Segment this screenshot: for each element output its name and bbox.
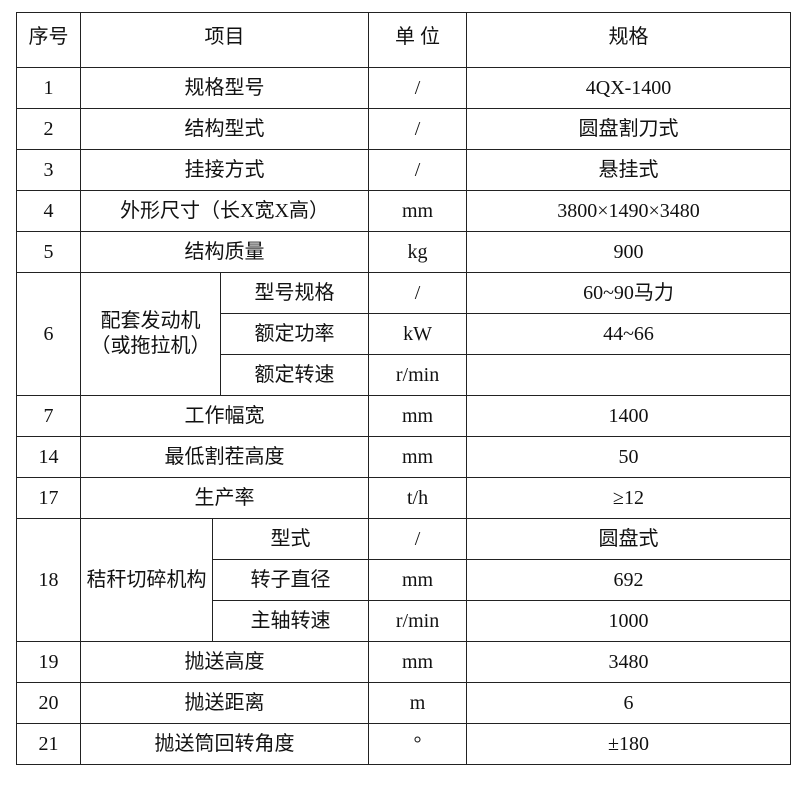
row-spec: 圆盘割刀式 <box>466 108 792 150</box>
row-unit: mm <box>368 436 468 478</box>
row-unit: t/h <box>368 477 468 519</box>
table-row: 1 规格型号/4QX-1400 <box>16 67 792 109</box>
row-unit: kW <box>368 313 468 355</box>
row-no: 7 <box>16 395 81 437</box>
row-no: 4 <box>16 190 81 232</box>
row-no: 20 <box>16 682 81 724</box>
table-row: 20 抛送距离 m 6 <box>16 682 792 724</box>
row-spec: 60~90马力 <box>466 272 792 314</box>
table-row: 17 生产率 t/h ≥12 <box>16 477 792 519</box>
row-no: 17 <box>16 477 81 519</box>
row-spec: ±180 <box>466 723 792 765</box>
table-row: 额定转速 r/min <box>17 354 792 396</box>
sub-item: 型式 <box>211 518 370 560</box>
row-unit: / <box>368 67 468 109</box>
table-row: 18 秸秆切碎机构 型式 / 圆盘式 <box>16 518 792 642</box>
row-spec <box>466 354 792 396</box>
row-item: 结构型式 <box>79 108 370 150</box>
row-item: 抛送距离 <box>79 682 370 724</box>
row-unit: / <box>368 149 468 191</box>
sub-item: 转子直径 <box>211 559 370 601</box>
sub-item: 主轴转速 <box>211 600 370 642</box>
row-no: 6 <box>16 272 81 396</box>
row-unit: r/min <box>368 600 468 642</box>
row-item: 最低割茬高度 <box>79 436 370 478</box>
spec-table: 序号 项目 单 位 规格 1 规格型号/4QX-1400 2 结构型式 / 圆盘割刀式 … <box>16 12 792 765</box>
row-unit: / <box>368 108 468 150</box>
sub-item: 型号规格 <box>219 272 370 314</box>
row-unit: mm <box>368 190 468 232</box>
row-item: 工作幅宽 <box>79 395 370 437</box>
row-unit: / <box>368 518 468 560</box>
row-no: 21 <box>16 723 81 765</box>
row-no: 14 <box>16 436 81 478</box>
chopper-group: 秸秆切碎机构 <box>80 518 213 642</box>
table-row: 19 抛送高度 mm 3480 <box>16 641 792 683</box>
table-row: 7 工作幅宽 mm 1400 <box>16 395 792 437</box>
sub-item: 额定转速 <box>219 354 370 396</box>
engine-group-line1: 配套发动机 <box>100 310 201 332</box>
row-spec: 3480 <box>466 641 792 683</box>
row-unit: mm <box>368 559 468 601</box>
row-item: 规格型号 <box>79 67 370 109</box>
row-no: 2 <box>16 108 81 150</box>
row-item: 抛送高度 <box>79 641 370 683</box>
row-spec: 692 <box>466 559 792 601</box>
table-row: 3 挂接方式 / 悬挂式 <box>16 149 792 191</box>
row-unit: kg <box>368 231 468 273</box>
row-unit: m <box>368 682 468 724</box>
row-spec: 6 <box>466 682 792 724</box>
row-spec: 圆盘式 <box>466 518 792 560</box>
row-spec: ≥12 <box>466 477 792 519</box>
header-item: 项目 <box>79 12 370 68</box>
row-spec: 1400 <box>466 395 792 437</box>
row-no: 1 <box>16 67 81 109</box>
row-unit: mm <box>368 395 468 437</box>
table-row: 2 结构型式 / 圆盘割刀式 <box>16 108 792 150</box>
row-item: 外形尺寸（长X宽X高） <box>79 190 370 232</box>
row-spec: 50 <box>466 436 792 478</box>
row-item: 结构质量 <box>79 231 370 273</box>
table-row: 额定功率 kW 44~66 <box>17 313 792 355</box>
row-unit: mm <box>368 641 468 683</box>
row-item: 生产率 <box>79 477 370 519</box>
engine-group: 配套发动机 （或拖拉机） <box>80 272 221 396</box>
row-spec: 悬挂式 <box>466 149 792 191</box>
row-spec: 4QX-1400 <box>466 67 792 109</box>
row-no: 5 <box>16 231 81 273</box>
header-unit: 单 位 <box>368 12 468 68</box>
engine-group-line2: （或拖拉机） <box>90 335 211 357</box>
row-unit: / <box>368 272 468 314</box>
table-row: 6 配套发动机 （或拖拉机） 型号规格/60~90马力 <box>16 272 792 396</box>
row-unit: r/min <box>368 354 468 396</box>
row-no: 18 <box>16 518 81 642</box>
table-row: 主轴转速 r/min 1000 <box>17 600 792 642</box>
table-row: 4 外形尺寸（长X宽X高） mm 3800×1490×3480 <box>16 190 792 232</box>
header-spec: 规格 <box>466 12 792 68</box>
row-no: 3 <box>16 149 81 191</box>
header-row: 序号 项目 单 位 规格 <box>16 12 792 68</box>
sub-item: 额定功率 <box>219 313 370 355</box>
table-row: 转子直径 mm 692 <box>17 559 792 601</box>
row-spec: 3800×1490×3480 <box>466 190 792 232</box>
row-spec: 1000 <box>466 600 792 642</box>
row-item: 挂接方式 <box>79 149 370 191</box>
row-no: 19 <box>16 641 81 683</box>
table-row: 21 抛送筒回转角度 ° ±180 <box>16 723 792 765</box>
table-row: 5 结构质量 kg 900 <box>16 231 792 273</box>
row-spec: 44~66 <box>466 313 792 355</box>
table-row: 14 最低割茬高度 mm 50 <box>16 436 792 478</box>
row-unit: ° <box>368 723 468 765</box>
row-item: 抛送筒回转角度 <box>79 723 370 765</box>
row-spec: 900 <box>466 231 792 273</box>
header-no: 序号 <box>16 12 81 68</box>
